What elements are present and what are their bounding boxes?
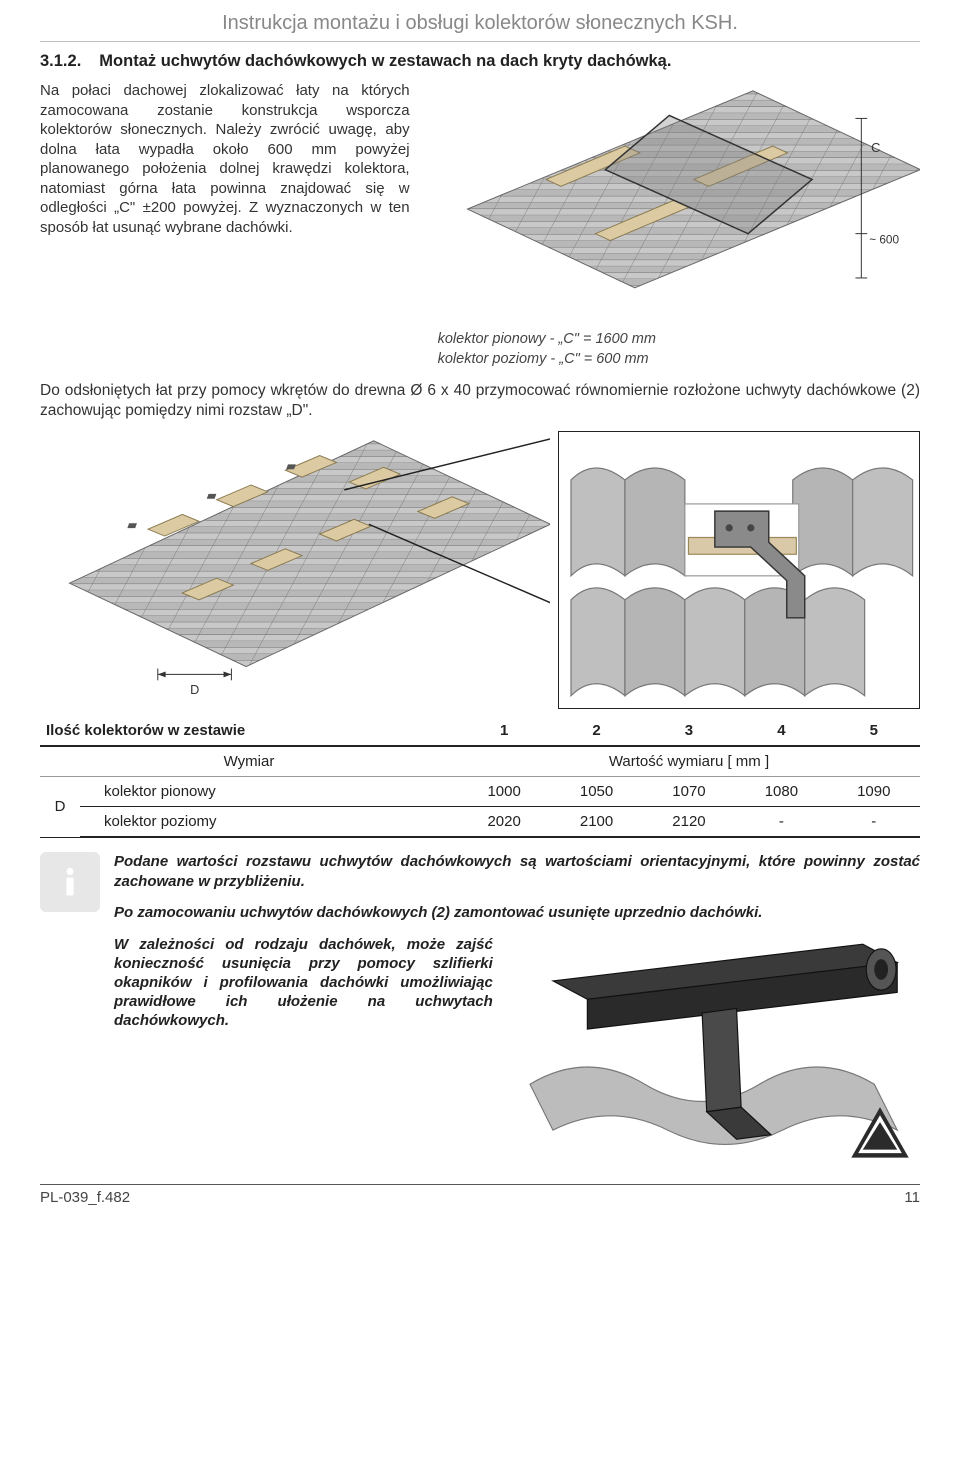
info-p1: Podane wartości rozstawu uchwytów dachów… (114, 852, 920, 891)
intro-paragraph: Na połaci dachowej zlokalizować łaty na … (40, 81, 410, 237)
th-col-4: 4 (735, 716, 827, 746)
section-number: 3.1.2. (40, 52, 81, 71)
figure-profile (507, 935, 920, 1165)
svg-text:D: D (190, 683, 199, 698)
cell-wymiar: Wymiar (40, 746, 458, 777)
row-poziomy-label: kolektor poziomy (80, 807, 458, 838)
info-p2: Po zamocowaniu uchwytów dachówkowych (2)… (114, 903, 920, 923)
cell-z-4: - (735, 807, 827, 838)
figure-roof-d: D (40, 431, 550, 716)
info-block: Podane wartości rozstawu uchwytów dachów… (40, 852, 920, 1164)
cell-p-1: 1000 (458, 777, 550, 807)
section-title: Montaż uchwytów dachówkowych w zestawach… (99, 52, 671, 71)
figure-row-d: D (40, 431, 920, 716)
page-footer: PL-039_f.482 11 (40, 1184, 920, 1206)
th-col-2: 2 (550, 716, 642, 746)
cell-p-3: 1070 (643, 777, 735, 807)
section-heading: 3.1.2. Montaż uchwytów dachówkowych w ze… (40, 52, 920, 71)
figure-detail-bracket (558, 431, 920, 709)
info-text: Podane wartości rozstawu uchwytów dachów… (114, 852, 920, 1164)
caption-c2: kolektor poziomy - „C" = 600 mm (428, 351, 920, 367)
cell-wartosc: Wartość wymiaru [ mm ] (458, 746, 920, 777)
top-row: Na połaci dachowej zlokalizować łaty na … (40, 81, 920, 367)
th-col-5: 5 (828, 716, 920, 746)
info-p3: W zależności od rodzaju dachówek, może z… (114, 935, 493, 1165)
divider (40, 41, 920, 42)
info-icon (40, 852, 100, 912)
row-pionowy-label: kolektor pionowy (80, 777, 458, 807)
cell-p-2: 1050 (550, 777, 642, 807)
dimension-table: Ilość kolektorów w zestawie 1 2 3 4 5 Wy… (40, 716, 920, 838)
dim-c-label: C (871, 140, 880, 155)
th-header: Ilość kolektorów w zestawie (40, 716, 458, 746)
th-col-1: 1 (458, 716, 550, 746)
cell-p-5: 1090 (828, 777, 920, 807)
th-col-3: 3 (643, 716, 735, 746)
cell-p-4: 1080 (735, 777, 827, 807)
footer-right: 11 (904, 1189, 920, 1206)
profile-svg (507, 935, 920, 1165)
cell-z-2: 2100 (550, 807, 642, 838)
roof-svg-2: D (40, 431, 550, 716)
detail-svg (559, 432, 919, 708)
doc-title: Instrukcja montażu i obsługi kolektorów … (40, 12, 920, 41)
cell-d: D (40, 777, 80, 838)
cell-z-1: 2020 (458, 807, 550, 838)
caption-c1: kolektor pionowy - „C" = 1600 mm (428, 331, 920, 347)
cell-z-3: 2120 (643, 807, 735, 838)
dim-600: ~ 600 (869, 232, 899, 246)
cell-z-5: - (828, 807, 920, 838)
footer-left: PL-039_f.482 (40, 1189, 130, 1206)
mid-paragraph: Do odsłoniętych łat przy pomocy wkrętów … (40, 381, 920, 421)
roof-svg-1: C ~ 600 (428, 81, 920, 327)
figure-roof-c: C ~ 600 kolektor pionowy - „C" = 1600 mm… (428, 81, 920, 367)
